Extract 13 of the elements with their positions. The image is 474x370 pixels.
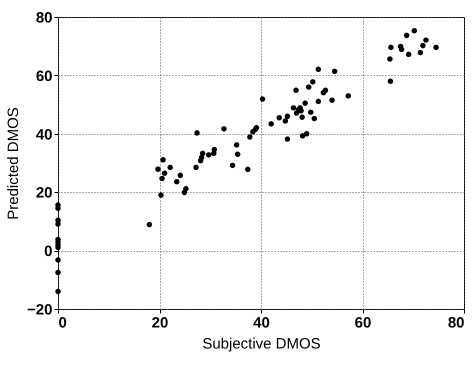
x-tick-label: 20 <box>152 314 168 332</box>
x-tick-label: 0 <box>58 314 67 332</box>
y-tick-label: 60 <box>36 68 52 85</box>
y-tick-label: 80 <box>36 10 52 26</box>
x-axis-title: Subjective DMOS <box>202 336 321 352</box>
x-tick-label: 60 <box>354 314 372 332</box>
y-tick-label: 0 <box>44 243 52 260</box>
y-tick-label: 40 <box>36 126 52 144</box>
y-tick-label: −20 <box>27 302 52 318</box>
x-tick-label: 80 <box>448 314 464 332</box>
y-axis-title: Predicted DMOS <box>5 107 22 220</box>
x-tick-label: 40 <box>253 314 270 332</box>
y-tick-label: 20 <box>36 184 52 202</box>
